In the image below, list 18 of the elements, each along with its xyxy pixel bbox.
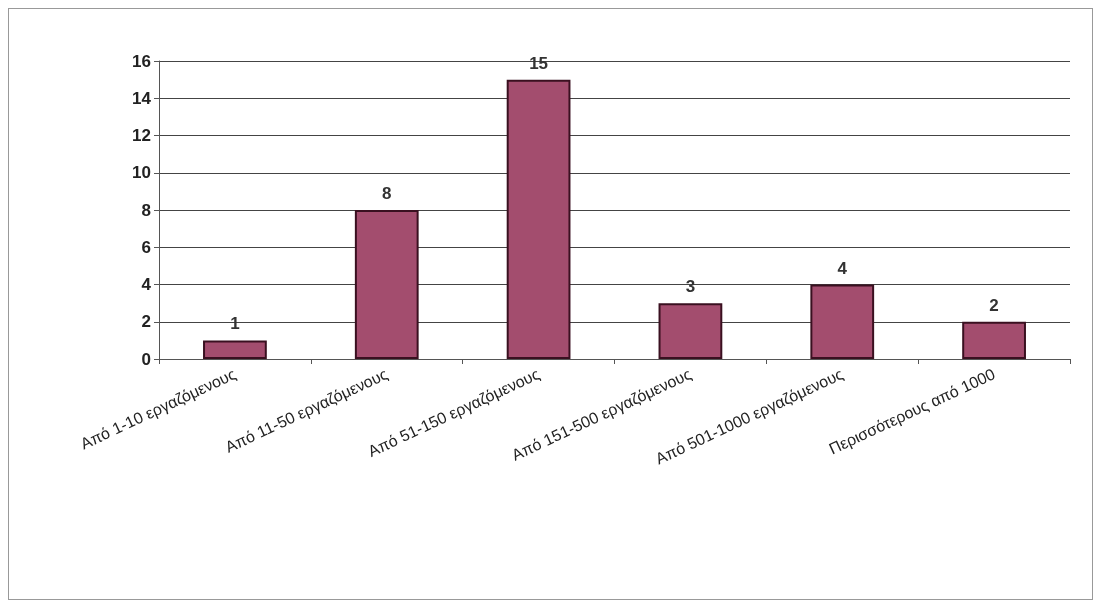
data-label: 2 <box>989 295 999 315</box>
y-tick-label: 10 <box>132 163 151 183</box>
bar <box>506 79 571 359</box>
bar <box>962 321 1026 359</box>
data-label: 8 <box>382 184 392 203</box>
y-tick-label: 4 <box>141 275 152 294</box>
y-tick-label: 14 <box>132 88 152 108</box>
bar <box>658 303 723 359</box>
y-tick-label: 8 <box>141 200 151 220</box>
bar <box>203 340 267 359</box>
y-tick-label: 0 <box>141 349 151 369</box>
y-tick-label: 6 <box>141 237 151 257</box>
bar <box>354 210 419 359</box>
y-tick-label: 2 <box>141 312 151 332</box>
y-tick-label: 12 <box>132 126 151 145</box>
bar <box>810 284 875 359</box>
y-tick-label: 16 <box>132 51 151 71</box>
data-label: 4 <box>837 258 848 278</box>
